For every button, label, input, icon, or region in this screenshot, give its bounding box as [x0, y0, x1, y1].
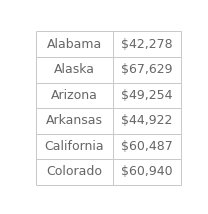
Text: $60,487: $60,487	[121, 140, 173, 153]
Text: California: California	[45, 140, 104, 153]
Text: Arizona: Arizona	[51, 89, 98, 102]
Text: Arkansas: Arkansas	[46, 114, 103, 127]
Text: $49,254: $49,254	[121, 89, 173, 102]
Text: $60,940: $60,940	[121, 165, 173, 178]
Text: Colorado: Colorado	[46, 165, 103, 178]
Text: $67,629: $67,629	[121, 63, 173, 76]
Text: $42,278: $42,278	[121, 38, 173, 51]
Text: Alabama: Alabama	[47, 38, 102, 51]
Text: $44,922: $44,922	[121, 114, 173, 127]
Text: Alaska: Alaska	[54, 63, 95, 76]
